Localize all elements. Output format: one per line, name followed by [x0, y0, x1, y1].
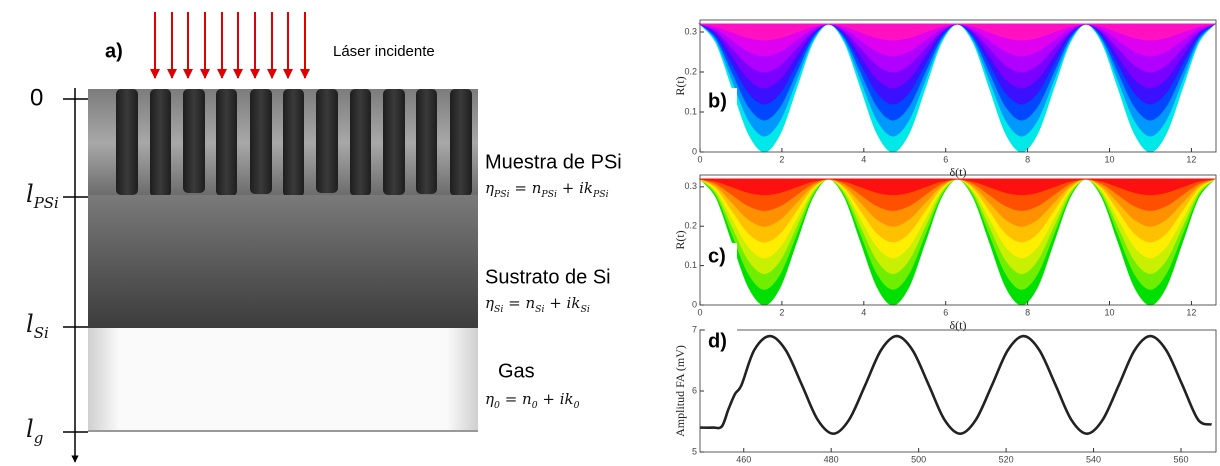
subscript: Si [535, 304, 544, 315]
x-tick-label: 520 [999, 454, 1014, 464]
layer-name: Gas [498, 360, 535, 382]
y-tick-label: 0.3 [684, 181, 697, 191]
subscript: PSi [493, 189, 510, 200]
laser-label: Láser incidente [333, 43, 435, 60]
x-tick-label: 10 [1105, 307, 1115, 317]
text-part: = n [503, 294, 535, 312]
x-tick-label: 6 [943, 154, 948, 164]
y-tick-label: 5 [692, 446, 697, 456]
depth-label: lPSi [26, 180, 59, 213]
x-tick-label: 2 [779, 307, 784, 317]
sample-block [88, 89, 478, 432]
layer-formula: ηSi = nSi + ikSi [485, 294, 590, 315]
panel-label: a) [105, 40, 123, 62]
x-tick-label: 12 [1186, 307, 1196, 317]
subscript: g [34, 429, 44, 447]
x-tick-label: 500 [911, 454, 926, 464]
line [700, 336, 1212, 434]
y-tick-label: 0.1 [684, 106, 697, 116]
text-part: η [485, 294, 494, 312]
y-tick-label: 0 [692, 299, 697, 309]
text-part: = n [500, 390, 532, 408]
panel-label: b) [708, 90, 727, 112]
x-tick-label: 460 [736, 454, 751, 464]
page: {"diagram": { "label": "a)", "laser_labe… [0, 0, 1220, 466]
x-tick-label: 4 [861, 154, 866, 164]
x-tick-label: 560 [1174, 454, 1189, 464]
x-tick-label: 480 [824, 454, 839, 464]
chart: 0 2 4 6 8 10 12 0 0.1 0.2 0.3 δ(t) R(t) b) [673, 20, 1216, 179]
y-tick-label: 0.2 [684, 221, 697, 231]
x-tick-label: 0 [697, 154, 702, 164]
layer-name: Sustrato de Si [485, 266, 611, 288]
x-axis-label: δ(t) [950, 165, 967, 179]
layer-formula: η0 = n0 + ik0 [485, 390, 580, 411]
subscript: 0 [574, 400, 580, 411]
layer-formula: ηPSi = nPSi + ikPSi [485, 179, 609, 200]
y-tick-label: 6 [692, 385, 697, 395]
text-part: l [26, 180, 34, 208]
subscript: PSi [33, 194, 59, 212]
y-axis-label: R(t) [673, 76, 687, 95]
x-tick-label: 10 [1105, 154, 1115, 164]
subscript: PSi [592, 189, 609, 200]
y-axis-label: Amplitud FA (mV) [673, 345, 687, 437]
y-tick-label: 0.3 [684, 26, 697, 36]
text-part: η [485, 390, 494, 408]
x-tick-label: 6 [943, 307, 948, 317]
y-axis-label: R(t) [673, 230, 687, 249]
laser-arrows [155, 12, 305, 78]
layer-name: Muestra de PSi [485, 151, 622, 173]
subscript: PSi [540, 189, 557, 200]
y-tick-label: 7 [692, 324, 697, 334]
text-part: η [485, 179, 494, 197]
y-tick-label: 0.2 [684, 66, 697, 76]
subscript: Si [34, 324, 49, 342]
area [700, 179, 1215, 195]
figure: a) Láser incidente Muestra de PSi Sustra… [0, 0, 1220, 466]
x-tick-label: 4 [861, 307, 866, 317]
text-part: + ik [544, 294, 580, 312]
x-tick-label: 540 [1086, 454, 1101, 464]
panel-label: d) [708, 330, 727, 352]
text-part: l [26, 415, 34, 443]
chart: 460480500520540560567Tiempo (s)Amplitud … [673, 324, 1216, 466]
area [700, 24, 1215, 40]
x-tick-label: 8 [1025, 307, 1030, 317]
depth-label: lSi [26, 310, 49, 343]
text-part: + ik [538, 390, 574, 408]
text-part: l [26, 310, 34, 338]
panel-label: c) [708, 245, 726, 267]
text-part: = n [510, 179, 542, 197]
x-tick-label: 8 [1025, 154, 1030, 164]
x-tick-label: 0 [697, 307, 702, 317]
depth-label: lg [26, 415, 43, 448]
text-part: + ik [557, 179, 593, 197]
depth-axis [63, 88, 88, 462]
x-tick-label: 12 [1186, 154, 1196, 164]
depth-label: 0 [30, 84, 43, 111]
x-tick-label: 2 [779, 154, 784, 164]
y-tick-label: 0.1 [684, 260, 697, 270]
subscript: Si [494, 304, 503, 315]
y-tick-label: 0 [692, 146, 697, 156]
subscript: Si [580, 304, 589, 315]
